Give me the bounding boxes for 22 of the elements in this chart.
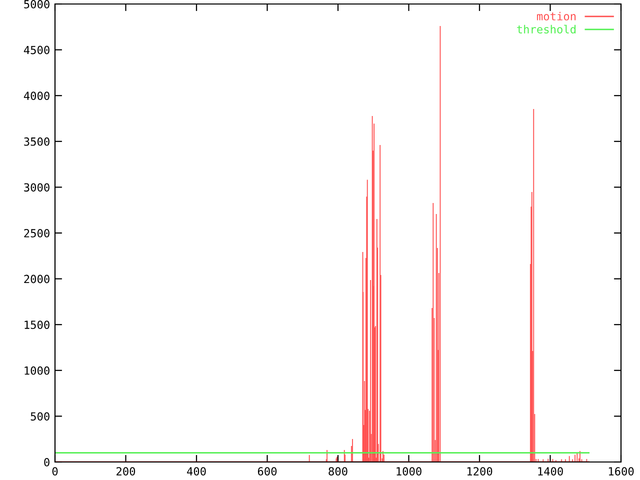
y-tick-label: 4500 — [24, 46, 50, 54]
x-tick-label: 600 — [258, 467, 277, 476]
y-tick-label: 2500 — [24, 229, 50, 238]
legend-label: motion — [537, 12, 576, 20]
y-tick-label: 1500 — [24, 320, 50, 330]
y-tick-label: 3500 — [24, 137, 50, 146]
y-tick-label: 0 — [44, 458, 50, 466]
x-tick-label: 1400 — [538, 467, 563, 476]
x-tick-label: 200 — [116, 467, 136, 476]
x-tick-label: 1600 — [608, 467, 634, 476]
y-tick-label: 4000 — [24, 92, 50, 100]
y-tick-label: 5000 — [24, 0, 50, 8]
x-tick-label: 400 — [187, 467, 206, 476]
x-tick-label: 1200 — [467, 467, 492, 476]
y-tick-label: 1000 — [24, 366, 50, 375]
y-tick-label: 3000 — [24, 183, 50, 192]
x-tick-label: 800 — [328, 467, 348, 476]
x-tick-label: 0 — [52, 467, 58, 476]
y-tick-label: 2000 — [24, 274, 50, 284]
x-tick-label: 1000 — [396, 467, 422, 476]
y-tick-label: 500 — [30, 412, 50, 421]
legend-label: threshold — [517, 24, 576, 34]
